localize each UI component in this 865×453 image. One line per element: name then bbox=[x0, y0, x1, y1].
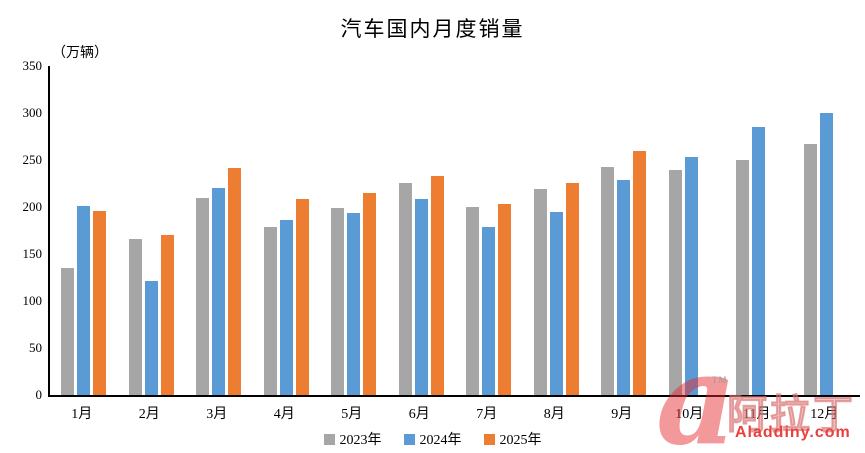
x-tick-label: 3月 bbox=[206, 407, 228, 422]
bar-group-4月 bbox=[253, 66, 321, 395]
y-axis-unit-label: （万辆） bbox=[52, 46, 108, 61]
bar-2025年-6月 bbox=[430, 175, 444, 395]
y-tick-label: 300 bbox=[22, 105, 43, 120]
bar-2024年-8月 bbox=[549, 211, 563, 395]
bar-2024年-11月 bbox=[752, 127, 766, 395]
plot-area bbox=[48, 66, 860, 397]
x-tick-label: 4月 bbox=[273, 407, 295, 422]
legend: 2023年 2024年 2025年 bbox=[0, 430, 865, 448]
y-tick-label: 150 bbox=[22, 246, 43, 261]
bar-2025年-7月 bbox=[498, 204, 512, 395]
bar-2025年-3月 bbox=[228, 167, 242, 395]
bar-group-2月 bbox=[118, 66, 186, 395]
legend-item-2025年: 2025年 bbox=[483, 429, 542, 449]
bar-group-5月 bbox=[320, 66, 388, 395]
bar-2025年-4月 bbox=[295, 199, 309, 395]
bar-2024年-2月 bbox=[144, 281, 158, 395]
bar-group-1月 bbox=[50, 66, 118, 395]
bar-group-12月 bbox=[793, 66, 861, 395]
x-tick-label: 1月 bbox=[71, 407, 93, 422]
x-tick-label: 2月 bbox=[138, 407, 160, 422]
bar-2023年-5月 bbox=[331, 207, 345, 395]
bar-2024年-5月 bbox=[347, 212, 361, 395]
x-tick-label: 6月 bbox=[408, 407, 430, 422]
bar-group-6月 bbox=[388, 66, 456, 395]
x-tick-label: 5月 bbox=[341, 407, 363, 422]
y-tick-label: 100 bbox=[22, 293, 43, 308]
chart-title: 汽车国内月度销量 bbox=[340, 17, 525, 41]
bar-group-9月 bbox=[590, 66, 658, 395]
x-tick-label: 10月 bbox=[675, 407, 704, 422]
bar-2023年-4月 bbox=[263, 226, 277, 395]
bar-2024年-9月 bbox=[617, 179, 631, 395]
legend-label: 2025年 bbox=[499, 433, 542, 448]
bar-2024年-12月 bbox=[819, 113, 833, 395]
legend-swatch-icon bbox=[323, 433, 335, 445]
watermark-brand-url: Aladdiny.com bbox=[735, 424, 851, 441]
bar-2023年-1月 bbox=[61, 268, 75, 395]
y-tick-label: 200 bbox=[22, 199, 43, 214]
x-axis-labels: 1月 2月 3月 4月 5月 6月 7月 8月 9月 10月 11月 12月 bbox=[48, 403, 858, 423]
bar-2023年-12月 bbox=[803, 144, 817, 395]
x-tick-label: 12月 bbox=[810, 407, 839, 422]
bar-2023年-8月 bbox=[533, 189, 547, 395]
bar-group-7月 bbox=[455, 66, 523, 395]
bar-2025年-5月 bbox=[363, 192, 377, 395]
y-tick-label: 350 bbox=[22, 58, 43, 73]
watermark-tm-mark: TM bbox=[712, 375, 728, 385]
x-tick-label: 9月 bbox=[611, 407, 633, 422]
bar-2023年-3月 bbox=[196, 197, 210, 395]
bar-2024年-6月 bbox=[414, 199, 428, 395]
bar-2024年-10月 bbox=[684, 157, 698, 395]
bar-2025年-9月 bbox=[633, 150, 647, 395]
bar-2024年-7月 bbox=[482, 226, 496, 395]
bar-2023年-7月 bbox=[466, 207, 480, 395]
bar-2024年-1月 bbox=[77, 206, 91, 395]
y-tick-label: 250 bbox=[22, 152, 43, 167]
x-tick-label: 11月 bbox=[743, 407, 771, 422]
bar-2023年-9月 bbox=[601, 166, 615, 395]
bar-2023年-11月 bbox=[736, 160, 750, 395]
bar-group-8月 bbox=[523, 66, 591, 395]
bar-group-10月 bbox=[658, 66, 726, 395]
bar-2024年-3月 bbox=[212, 188, 226, 395]
bar-group-11月 bbox=[725, 66, 793, 395]
legend-swatch-icon bbox=[483, 433, 495, 445]
y-tick-label: 50 bbox=[29, 340, 42, 355]
bar-2023年-6月 bbox=[398, 182, 412, 395]
bar-group-3月 bbox=[185, 66, 253, 395]
legend-swatch-icon bbox=[403, 433, 415, 445]
y-tick-label: 0 bbox=[35, 387, 43, 402]
x-tick-label: 8月 bbox=[543, 407, 565, 422]
legend-item-2023年: 2023年 bbox=[323, 429, 382, 449]
bar-2025年-2月 bbox=[160, 235, 174, 395]
bar-2024年-4月 bbox=[279, 220, 293, 395]
bar-2023年-10月 bbox=[668, 170, 682, 395]
bar-2025年-8月 bbox=[565, 182, 579, 395]
legend-label: 2024年 bbox=[419, 433, 462, 448]
bar-2023年-2月 bbox=[128, 238, 142, 395]
legend-item-2024年: 2024年 bbox=[403, 429, 462, 449]
x-tick-label: 7月 bbox=[476, 407, 498, 422]
bar-2025年-1月 bbox=[93, 210, 107, 395]
legend-label: 2023年 bbox=[339, 433, 382, 448]
